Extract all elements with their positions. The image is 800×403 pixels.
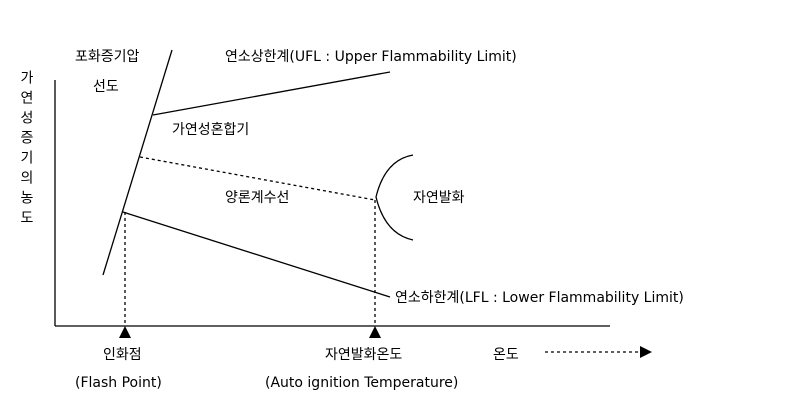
region-label: 가연성혼합기 (172, 122, 249, 138)
autoignition-marker (369, 326, 381, 338)
lines (54, 49, 640, 353)
autoignition-temp-label: 자연발화온도 (325, 347, 402, 363)
region-label: 자연발화 (413, 190, 465, 206)
saturation-curve (102, 49, 173, 276)
line-label: 양론계수선 (225, 190, 289, 206)
ufl-label: 연소상한계(UFL : Upper Flammability Limit) (225, 49, 517, 65)
saturation-label: 포화증기압 (75, 49, 140, 65)
autoignition-temp-label: (Auto ignition Temperature) (265, 375, 458, 391)
flash-point-label: (Flash Point) (75, 375, 162, 391)
y-axis-label: 가연성증기의농도 (18, 70, 34, 230)
autoignition-boundary (375, 154, 414, 241)
flash-point-label: 인화점 (103, 347, 142, 363)
flash-point-marker (119, 326, 131, 338)
ufl-line (152, 71, 391, 116)
lfl-line (122, 211, 391, 298)
stoichiometric-line (139, 156, 376, 201)
lfl-label: 연소하한계(LFL : Lower Flammability Limit) (395, 290, 684, 306)
arrow-head (640, 346, 652, 358)
x-axis-label: 온도 (493, 347, 519, 363)
saturation-label: 선도 (93, 79, 119, 95)
